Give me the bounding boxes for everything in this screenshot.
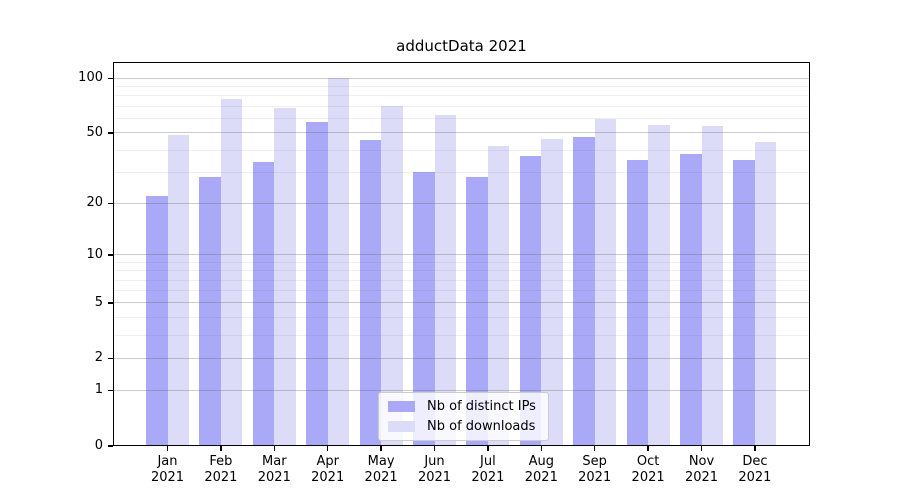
- x-axis-tick-label: Jan 2021: [150, 454, 185, 485]
- gridline-minor: [113, 279, 810, 281]
- x-tick-mark: [700, 446, 703, 451]
- legend-item-downloads: Nb of downloads: [388, 419, 536, 434]
- x-tick-mark: [326, 446, 329, 451]
- y-axis-tick-label: 50: [86, 124, 103, 140]
- gridline-major: [113, 77, 810, 79]
- y-axis-tick-label: 1: [94, 382, 103, 398]
- bar-downloads: [648, 124, 670, 446]
- x-tick-mark: [487, 446, 489, 451]
- legend-item-distinct-ips: Nb of distinct IPs: [388, 399, 536, 414]
- bar-downloads: [434, 115, 456, 446]
- bar-distinct-ips: [146, 195, 168, 446]
- x-tick-mark: [380, 446, 382, 451]
- y-tick-mark: [108, 202, 113, 205]
- bar-downloads: [541, 138, 563, 446]
- bar-downloads: [381, 105, 403, 446]
- x-axis-tick-label: Sep 2021: [578, 454, 612, 485]
- x-tick-mark: [220, 446, 222, 451]
- x-tick-mark: [273, 446, 276, 451]
- y-tick-mark: [108, 389, 113, 392]
- x-tick-mark: [433, 446, 436, 451]
- gridline-minor: [113, 95, 810, 97]
- legend-label-downloads: Nb of downloads: [427, 419, 536, 434]
- gridline-major: [113, 132, 810, 134]
- x-axis-tick-label: Jun 2021: [417, 454, 452, 485]
- y-axis-tick-label: 5: [94, 294, 103, 310]
- bar-downloads: [754, 142, 777, 446]
- bar-distinct-ips: [306, 121, 328, 446]
- x-axis-tick-label: Dec 2021: [738, 454, 772, 485]
- bar-downloads: [274, 108, 296, 446]
- x-tick-mark: [166, 446, 169, 451]
- x-axis-tick-label: Apr 2021: [311, 454, 345, 485]
- y-tick-mark: [108, 254, 113, 256]
- gridline-minor: [113, 149, 810, 151]
- bar-distinct-ips: [359, 140, 382, 446]
- y-axis-tick-label: 2: [94, 350, 103, 366]
- x-axis-tick-label: Oct 2021: [631, 454, 665, 485]
- bar-distinct-ips: [413, 171, 435, 446]
- bar-downloads: [487, 145, 510, 446]
- y-axis-tick-label: 0: [94, 437, 103, 453]
- legend-label-distinct-ips: Nb of distinct IPs: [427, 399, 536, 414]
- x-axis-tick-label: Nov 2021: [684, 454, 719, 485]
- gridline-minor: [113, 316, 810, 318]
- y-tick-mark: [108, 357, 113, 360]
- legend-swatch-distinct-ips: [388, 401, 415, 412]
- x-axis-tick-label: Mar 2021: [257, 454, 291, 485]
- y-tick-mark: [108, 445, 113, 447]
- y-axis-tick-label: 100: [78, 70, 103, 86]
- gridline-major: [113, 302, 810, 304]
- gridline-major: [113, 202, 810, 204]
- gridline-major: [113, 357, 810, 359]
- bar-distinct-ips: [519, 155, 542, 446]
- gridline-minor: [113, 171, 810, 173]
- bar-distinct-ips: [733, 159, 755, 446]
- x-tick-mark: [540, 446, 543, 451]
- chart-title: adductData 2021: [396, 37, 527, 55]
- x-axis-tick-label: Feb 2021: [204, 454, 238, 485]
- gridline-minor: [113, 261, 810, 263]
- x-axis-tick-label: Jul 2021: [471, 454, 505, 485]
- bar-downloads: [594, 119, 617, 446]
- bar-distinct-ips: [626, 159, 649, 446]
- y-tick-mark: [108, 132, 113, 134]
- plot-area: Nb of distinct IPs Nb of downloads: [113, 62, 810, 446]
- legend: Nb of distinct IPs Nb of downloads: [378, 392, 549, 441]
- legend-swatch-downloads: [388, 421, 415, 432]
- y-tick-mark: [108, 302, 113, 304]
- bar-downloads: [327, 77, 350, 446]
- bar-downloads: [220, 99, 243, 446]
- y-tick-mark: [108, 77, 113, 80]
- bar-distinct-ips: [573, 137, 595, 446]
- bar-downloads: [701, 126, 723, 446]
- x-tick-mark: [754, 446, 756, 451]
- gridline-minor: [113, 105, 810, 107]
- bar-distinct-ips: [466, 177, 488, 446]
- bar-distinct-ips: [252, 162, 275, 446]
- gridline-minor: [113, 290, 810, 292]
- x-axis-tick-label: Aug 2021: [524, 454, 558, 485]
- x-axis-tick-label: May 2021: [364, 454, 398, 485]
- bar-downloads: [167, 135, 189, 446]
- x-tick-mark: [647, 446, 649, 451]
- y-axis-tick-label: 20: [86, 195, 103, 211]
- gridline-minor: [113, 334, 810, 336]
- gridline-minor: [113, 86, 810, 88]
- bar-distinct-ips: [680, 153, 702, 446]
- gridline-major: [113, 389, 810, 391]
- x-tick-mark: [593, 446, 596, 451]
- y-axis-tick-label: 10: [86, 246, 103, 262]
- gridline-major: [113, 254, 810, 256]
- bar-distinct-ips: [199, 177, 221, 446]
- gridline-minor: [113, 117, 810, 119]
- gridline-minor: [113, 270, 810, 272]
